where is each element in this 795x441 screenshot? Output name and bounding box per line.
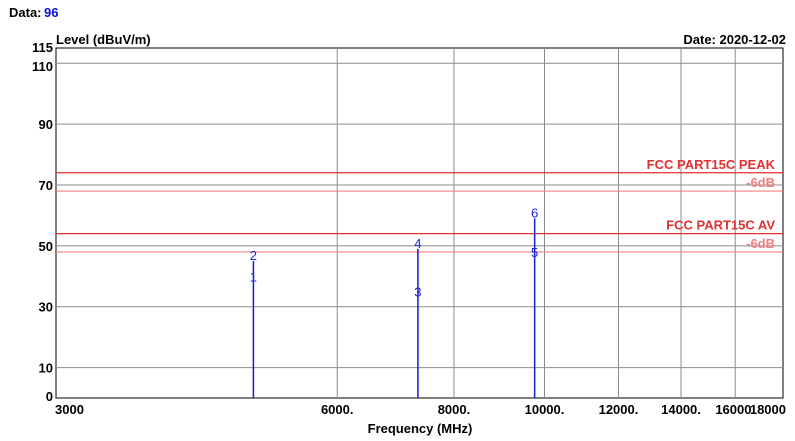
y-tick-70: 70 (39, 178, 53, 193)
y-tick-0: 0 (46, 389, 53, 404)
limit-label-1: -6dB (746, 175, 775, 190)
x-tick-8000: 8000. (438, 402, 471, 417)
marker-4: 4 (414, 236, 421, 251)
y-tick-50: 50 (39, 239, 53, 254)
y-tick-30: 30 (39, 300, 53, 315)
y-ticks: 0 10 30 50 70 90 110 115 (32, 40, 53, 404)
x-tick-18000: 18000 (750, 402, 786, 417)
x-tick-16000: 16000. (715, 402, 755, 417)
x-tick-6000: 6000. (321, 402, 354, 417)
data-label: Data: (9, 5, 42, 20)
limit-label-2: FCC PART15C AV (666, 218, 775, 233)
markers: 1 2 3 4 5 6 (250, 205, 538, 299)
y-axis-label: Level (dBuV/m) (56, 32, 151, 47)
marker-6: 6 (531, 205, 538, 220)
y-tick-90: 90 (39, 117, 53, 132)
grid (56, 48, 783, 398)
x-tick-3000: 3000 (55, 402, 84, 417)
marker-3: 3 (414, 284, 421, 299)
limit-label-3: -6dB (746, 236, 775, 251)
y-tick-115: 115 (32, 40, 53, 55)
plot-frame (55, 47, 784, 399)
data-value: 96 (44, 5, 58, 20)
y-tick-110: 110 (32, 59, 53, 74)
marker-1: 1 (250, 269, 257, 284)
limit-label-0: FCC PART15C PEAK (647, 157, 776, 172)
marker-5: 5 (531, 245, 538, 260)
date-label: Date: 2020-12-02 (683, 32, 786, 47)
x-tick-14000: 14000. (661, 402, 701, 417)
marker-2: 2 (250, 248, 257, 263)
x-ticks: 3000 6000. 8000. 10000. 12000. 14000. 16000.18… (55, 402, 786, 417)
limit-lines: FCC PART15C PEAK -6dB FCC PART15C AV -6dB (56, 157, 783, 253)
y-tick-10: 10 (39, 361, 53, 376)
x-axis-label: Frequency (MHz) (368, 421, 473, 436)
x-tick-10000: 10000. (525, 402, 565, 417)
x-tick-12000: 12000. (599, 402, 639, 417)
spikes (252, 218, 536, 398)
